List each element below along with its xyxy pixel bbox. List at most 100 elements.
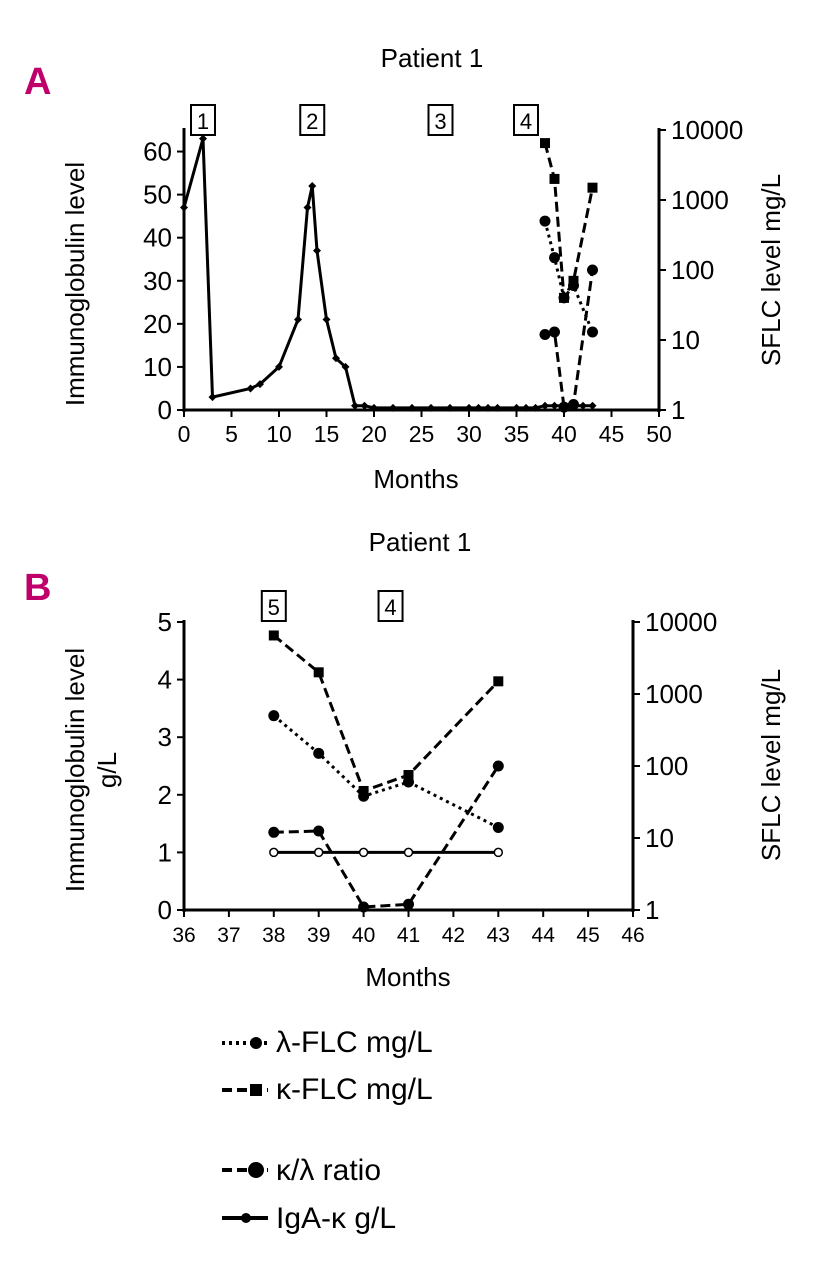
annotation-label: 3 bbox=[434, 109, 446, 134]
data-point bbox=[568, 398, 579, 410]
annotation-frame bbox=[299, 104, 326, 136]
x-tick-label: 42 bbox=[442, 924, 465, 947]
data-point bbox=[579, 401, 587, 410]
data-point bbox=[492, 760, 504, 772]
data-point bbox=[199, 134, 207, 143]
panel-a-letter: A bbox=[24, 61, 51, 103]
x-tick-label: 40 bbox=[551, 421, 577, 447]
annotation-label: 2 bbox=[306, 109, 318, 134]
series-line-flc-mg-l bbox=[543, 142, 594, 303]
data-point bbox=[313, 747, 325, 759]
panel-b-letter: B bbox=[24, 567, 51, 609]
annotation-frame bbox=[513, 104, 539, 136]
y-tick-label-left: 0 bbox=[158, 895, 172, 925]
data-point bbox=[351, 401, 359, 410]
data-point bbox=[256, 380, 264, 389]
data-point bbox=[403, 847, 414, 858]
data-point bbox=[588, 401, 597, 410]
data-point bbox=[269, 847, 279, 858]
data-point bbox=[549, 326, 560, 338]
data-point bbox=[313, 667, 324, 678]
legend-marker-circle bbox=[248, 1162, 264, 1178]
y-tick-label-right: 10000 bbox=[645, 607, 717, 637]
data-point bbox=[389, 403, 397, 412]
y-tick-label-left: 2 bbox=[158, 780, 172, 810]
legend-label: λ-FLC mg/L bbox=[276, 1026, 433, 1059]
annotation-box: 1 bbox=[190, 104, 216, 136]
x-tick-label: 44 bbox=[532, 924, 556, 947]
legend-marker-square bbox=[250, 1084, 262, 1096]
data-point bbox=[341, 362, 350, 371]
data-point bbox=[303, 203, 312, 212]
data-point bbox=[313, 825, 325, 837]
annotation-box: 5 bbox=[260, 590, 287, 622]
data-point bbox=[358, 790, 370, 802]
x-tick-label: 46 bbox=[621, 924, 644, 947]
y-tick-label-left: 1 bbox=[158, 837, 172, 867]
y-tick-label-right: 10 bbox=[671, 325, 700, 355]
legend: λ-FLC mg/L κ-FLC mg/L κ/λ ratio IgA-κ g/… bbox=[222, 1026, 433, 1235]
data-point bbox=[446, 403, 454, 412]
x-tick-label: 45 bbox=[576, 924, 599, 947]
y-tick-label-right: 10 bbox=[645, 823, 674, 853]
series-line-ratio bbox=[273, 765, 500, 909]
data-point bbox=[493, 403, 502, 412]
data-point bbox=[539, 328, 551, 340]
x-tick-label: 45 bbox=[599, 421, 625, 447]
x-tick-label: 20 bbox=[361, 421, 387, 447]
annotation-label: 1 bbox=[197, 109, 209, 134]
data-point bbox=[358, 847, 369, 858]
panel-a-ylabel: Immunoglobulin level bbox=[60, 162, 90, 406]
panel-a-title: Patient 1 bbox=[381, 43, 484, 73]
data-point bbox=[540, 138, 550, 149]
data-point bbox=[539, 215, 551, 227]
annotation-label: 5 bbox=[268, 595, 280, 620]
data-point bbox=[268, 710, 280, 722]
data-point bbox=[246, 384, 255, 393]
panel-a-plot: 0 5 10 15 20 25 30 35 40 45 50 0 10 20 30 40 50 60 1 10 100 1… bbox=[143, 104, 743, 447]
x-tick-label: 50 bbox=[646, 421, 672, 447]
y-tick-label-right: 1000 bbox=[645, 679, 703, 709]
panel-b: B Patient 1 Months Immunoglobulin level … bbox=[24, 527, 786, 992]
y-tick-label-right: 100 bbox=[645, 751, 688, 781]
data-point bbox=[474, 403, 483, 412]
panel-b-title: Patient 1 bbox=[369, 527, 472, 557]
legend-label: κ-FLC mg/L bbox=[276, 1073, 433, 1106]
legend-item-iga-kappa: IgA-κ g/L bbox=[222, 1202, 396, 1235]
data-point bbox=[587, 182, 598, 193]
data-point bbox=[370, 403, 378, 412]
data-point bbox=[484, 403, 492, 412]
y-tick-label-left: 30 bbox=[143, 266, 172, 296]
data-point bbox=[408, 403, 416, 412]
data-point bbox=[403, 898, 414, 910]
annotation-box: 4 bbox=[513, 104, 539, 136]
panel-a: A Patient 1 Months Immunoglobulin level … bbox=[24, 43, 786, 494]
data-point bbox=[294, 315, 302, 324]
x-tick-label: 15 bbox=[314, 421, 340, 447]
y-tick-label-left: 40 bbox=[143, 223, 172, 253]
data-point bbox=[493, 676, 504, 687]
panel-b-plot: 36 37 38 39 40 41 42 43 44 45 46012345110100100010… bbox=[158, 590, 717, 947]
data-point bbox=[587, 326, 598, 338]
x-tick-label: 38 bbox=[262, 924, 285, 947]
data-point bbox=[568, 280, 579, 292]
data-point bbox=[332, 354, 340, 363]
annotation-frame bbox=[260, 590, 287, 622]
panel-b-y2label: SFLC level mg/L bbox=[756, 669, 786, 861]
y-tick-label-left: 50 bbox=[143, 180, 172, 210]
data-point bbox=[360, 401, 369, 410]
data-point bbox=[275, 362, 283, 371]
panel-b-xlabel: Months bbox=[365, 962, 450, 992]
x-tick-label: 0 bbox=[178, 421, 191, 447]
data-point bbox=[313, 246, 321, 255]
y-tick-label-left: 3 bbox=[158, 722, 172, 752]
x-tick-label: 41 bbox=[397, 924, 420, 947]
y-tick-label-left: 60 bbox=[143, 137, 172, 167]
y-tick-label-left: 4 bbox=[158, 665, 172, 695]
data-point bbox=[180, 203, 188, 212]
y-tick-label-right: 10000 bbox=[671, 115, 743, 145]
y-tick-label-right: 1 bbox=[645, 895, 659, 925]
panel-b-ylabel-line1: Immunoglobulin level bbox=[60, 648, 90, 892]
legend-item-ratio: κ/λ ratio bbox=[222, 1154, 381, 1187]
